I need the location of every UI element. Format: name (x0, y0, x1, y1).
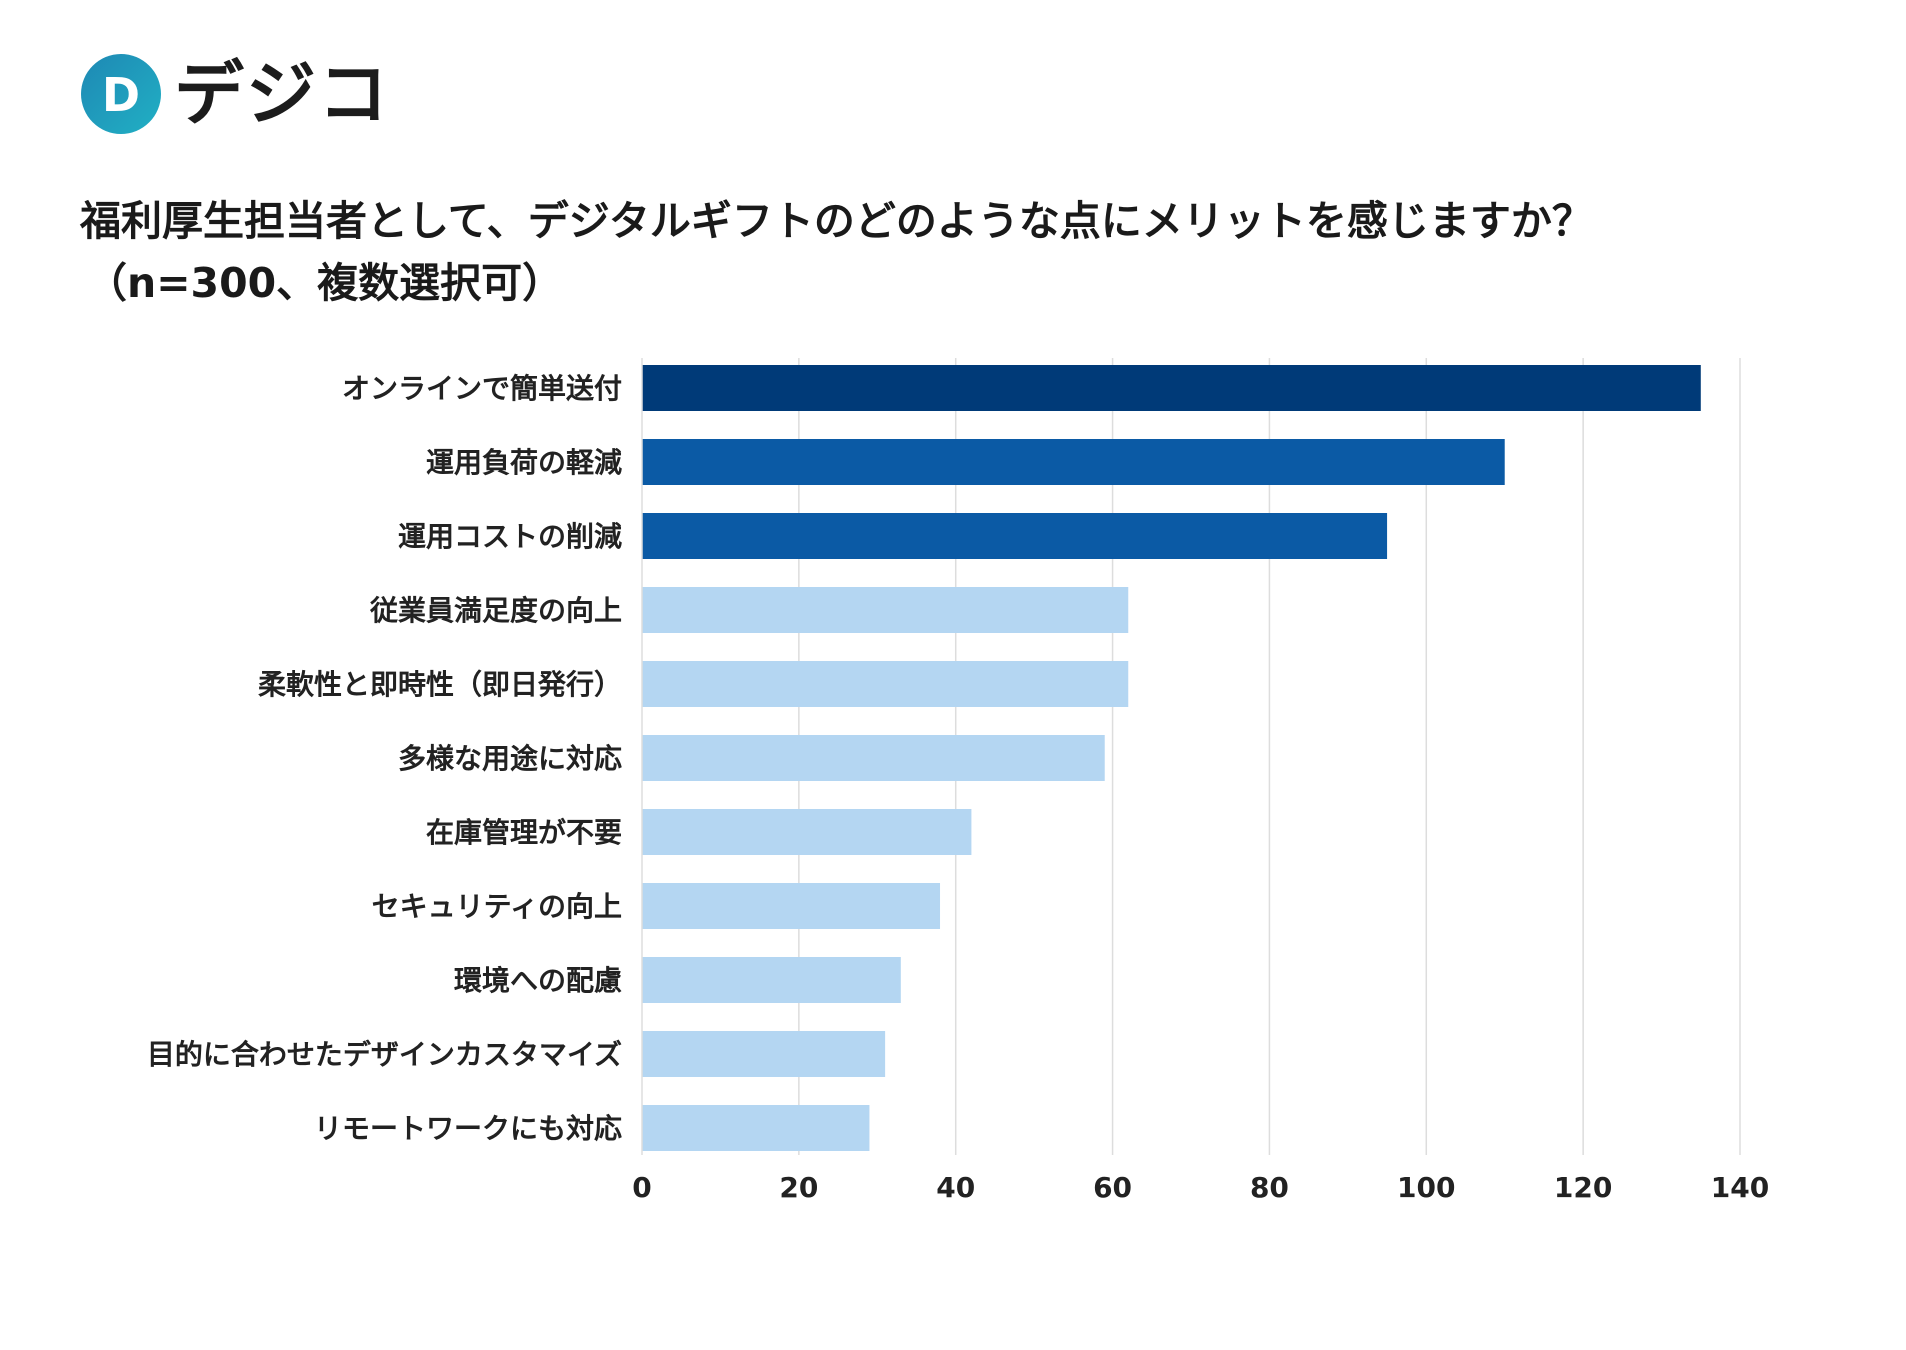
x-tick-label-4: 80 (1250, 1171, 1289, 1204)
bar-3 (642, 513, 1388, 559)
bar-8 (642, 883, 941, 929)
category-label-1: オンラインで簡単送付 (342, 372, 622, 405)
category-label-7: 在庫管理が不要 (426, 816, 622, 849)
x-tick-label-1: 20 (779, 1171, 818, 1204)
brand-name: デジコ (174, 53, 390, 135)
category-label-10: 目的に合わせたデザインカスタマイズ (147, 1038, 622, 1071)
bar-10 (642, 1031, 886, 1077)
category-label-8: セキュリティの向上 (372, 890, 622, 923)
bar-2 (642, 439, 1505, 485)
brand-mark-letter: D (102, 68, 140, 122)
brand-logo: D デジコ (80, 52, 390, 136)
bar-5 (642, 661, 1129, 707)
category-label-3: 運用コストの削減 (398, 520, 622, 553)
bar-7 (642, 809, 972, 855)
chart-title: 福利厚生担当者として、デジタルギフトのどのような点にメリットを感じますか？ (80, 197, 1593, 245)
category-label-4: 従業員満足度の向上 (369, 594, 622, 627)
bar-chart-svg: オンラインで簡単送付運用負荷の軽減運用コストの削減従業員満足度の向上柔軟性と即時… (147, 358, 1769, 1204)
category-label-9: 環境への配慮 (454, 964, 622, 997)
x-tick-label-6: 120 (1554, 1171, 1612, 1204)
chart-title-block: 福利厚生担当者として、デジタルギフトのどのような点にメリットを感じますか？ （n… (80, 190, 1860, 314)
category-label-11: リモートワークにも対応 (314, 1112, 622, 1145)
bar-4 (642, 587, 1129, 633)
x-tick-label-0: 0 (632, 1171, 651, 1204)
bar-11 (642, 1105, 870, 1151)
bar-1 (642, 365, 1701, 411)
chart-subtitle: （n=300、複数選択可） (86, 259, 564, 307)
bar-6 (642, 735, 1105, 781)
category-label-2: 運用負荷の軽減 (426, 446, 622, 479)
x-tick-label-2: 40 (936, 1171, 975, 1204)
x-tick-label-3: 60 (1093, 1171, 1132, 1204)
bar-chart: オンラインで簡単送付運用負荷の軽減運用コストの削減従業員満足度の向上柔軟性と即時… (0, 340, 1906, 1240)
brand-mark-icon: D (81, 54, 161, 134)
x-tick-label-5: 100 (1397, 1171, 1455, 1204)
bar-9 (642, 957, 901, 1003)
category-label-6: 多様な用途に対応 (398, 742, 622, 775)
x-tick-label-7: 140 (1711, 1171, 1769, 1204)
category-label-5: 柔軟性と即時性（即日発行） (258, 668, 622, 701)
